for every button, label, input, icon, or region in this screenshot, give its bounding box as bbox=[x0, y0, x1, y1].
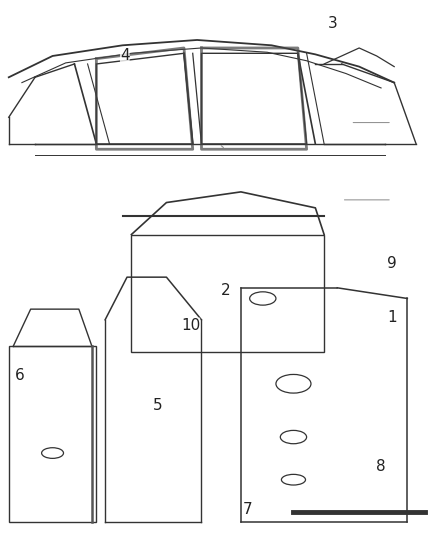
Text: 1: 1 bbox=[387, 310, 397, 325]
Text: 6: 6 bbox=[15, 368, 25, 383]
Text: 9: 9 bbox=[387, 256, 397, 271]
Text: 8: 8 bbox=[376, 459, 386, 474]
Text: 10: 10 bbox=[181, 318, 200, 333]
Text: 4: 4 bbox=[120, 49, 130, 63]
Text: 5: 5 bbox=[153, 398, 162, 413]
Text: 2: 2 bbox=[221, 283, 230, 298]
Text: 7: 7 bbox=[243, 502, 252, 516]
Text: 3: 3 bbox=[328, 17, 338, 31]
